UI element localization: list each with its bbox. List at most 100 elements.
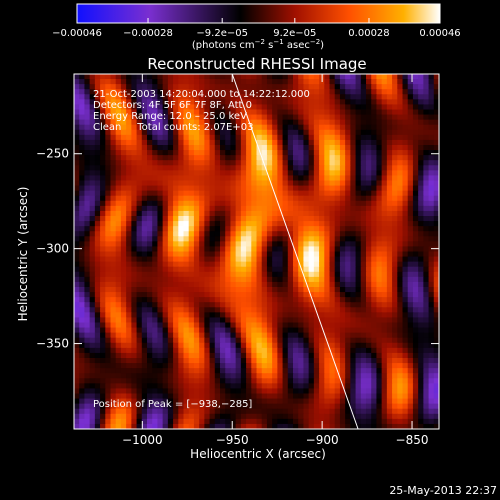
heatmap-cell <box>402 337 409 344</box>
heatmap-cell <box>240 236 247 242</box>
heatmap-cell <box>329 145 336 151</box>
heatmap-cell <box>277 165 284 171</box>
heatmap-cell <box>282 266 289 273</box>
heatmap-cell <box>157 276 164 283</box>
heatmap-cell <box>115 307 122 313</box>
heatmap-cell <box>308 383 315 390</box>
heatmap-cell <box>204 180 211 187</box>
heatmap-cell <box>366 352 372 359</box>
heatmap-cell <box>209 418 216 425</box>
heatmap-cell <box>235 94 242 100</box>
heatmap-cell <box>199 383 205 390</box>
heatmap-cell <box>298 312 305 319</box>
heatmap-cell <box>178 155 185 161</box>
heatmap-cell <box>433 170 439 177</box>
heatmap-cell <box>277 413 284 420</box>
heatmap-cell <box>381 205 388 212</box>
heatmap-cell <box>360 327 367 334</box>
heatmap-cell <box>120 241 127 248</box>
heatmap-cell <box>178 251 185 258</box>
heatmap-cell <box>126 160 132 166</box>
heatmap-cell <box>136 175 143 182</box>
heatmap-cell <box>355 347 362 354</box>
heatmap-cell <box>235 358 242 364</box>
heatmap-cell <box>120 94 127 100</box>
heatmap-cell <box>324 327 331 334</box>
heatmap-cell <box>287 190 294 197</box>
heatmap-cell <box>74 352 80 359</box>
heatmap-cell <box>381 281 388 288</box>
heatmap-cell <box>235 99 242 106</box>
heatmap-cell <box>157 378 164 384</box>
heatmap-cell <box>157 287 164 293</box>
heatmap-cell <box>157 190 164 197</box>
heatmap-cell <box>402 155 409 161</box>
heatmap-cell <box>339 363 346 369</box>
heatmap-cell <box>188 261 195 268</box>
heatmap-cell <box>84 312 91 319</box>
heatmap-cell <box>235 342 242 349</box>
heatmap-cell <box>199 418 205 425</box>
heatmap-cell <box>308 251 315 258</box>
heatmap-cell <box>319 393 325 400</box>
heatmap-cell <box>360 378 367 384</box>
heatmap-cell <box>120 373 127 379</box>
heatmap-cell <box>433 337 439 344</box>
heatmap-cell <box>157 246 164 253</box>
heatmap-cell <box>293 332 299 339</box>
heatmap-cell <box>381 368 388 374</box>
heatmap-cell <box>183 256 190 263</box>
heatmap-cell <box>167 327 174 334</box>
heatmap-cell <box>120 231 127 237</box>
heatmap-cell <box>173 261 179 268</box>
heatmap-cell <box>157 84 164 90</box>
heatmap-cell <box>84 170 91 177</box>
heatmap-cell <box>141 281 148 288</box>
heatmap-cell <box>355 190 362 197</box>
heatmap-cell <box>261 271 268 278</box>
heatmap-cell <box>220 393 226 400</box>
heatmap-cell <box>287 94 294 100</box>
x-tick-label: −1000 <box>122 433 163 447</box>
heatmap-cell <box>256 175 263 182</box>
heatmap-cell <box>272 104 278 111</box>
heatmap-cell <box>251 332 258 339</box>
heatmap-cell <box>173 114 179 121</box>
heatmap-cell <box>152 327 159 334</box>
heatmap-cell <box>366 261 372 268</box>
heatmap-cell <box>386 185 393 192</box>
heatmap-cell <box>136 74 143 80</box>
heatmap-cell <box>376 342 383 349</box>
heatmap-cell <box>94 94 101 100</box>
heatmap-cell <box>230 231 237 237</box>
heatmap-cell <box>84 413 91 420</box>
heatmap-cell <box>246 388 252 395</box>
heatmap-cell <box>303 292 310 298</box>
heatmap-cell <box>115 246 122 253</box>
heatmap-cell <box>126 271 132 278</box>
heatmap-cell <box>407 266 414 273</box>
heatmap-cell <box>199 145 205 151</box>
heatmap-cell <box>173 241 179 248</box>
heatmap-cell <box>371 408 378 415</box>
heatmap-cell <box>120 84 127 90</box>
heatmap-cell <box>178 363 185 369</box>
heatmap-cell <box>392 368 398 374</box>
heatmap-cell <box>131 347 138 354</box>
heatmap-cell <box>147 358 153 364</box>
heatmap-cell <box>173 175 179 182</box>
heatmap-cell <box>324 170 331 177</box>
heatmap-cell <box>120 408 127 415</box>
heatmap-cell <box>293 383 299 390</box>
heatmap-cell <box>272 74 278 80</box>
heatmap-cell <box>188 297 195 303</box>
heatmap-cell <box>366 104 372 111</box>
heatmap-cell <box>303 302 310 308</box>
heatmap-cell <box>240 398 247 405</box>
heatmap-cell <box>334 358 341 364</box>
heatmap-cell <box>418 124 424 131</box>
heatmap-cell <box>386 119 393 126</box>
heatmap-cell <box>433 200 439 207</box>
heatmap-cell <box>282 124 289 131</box>
heatmap-cell <box>261 139 268 146</box>
